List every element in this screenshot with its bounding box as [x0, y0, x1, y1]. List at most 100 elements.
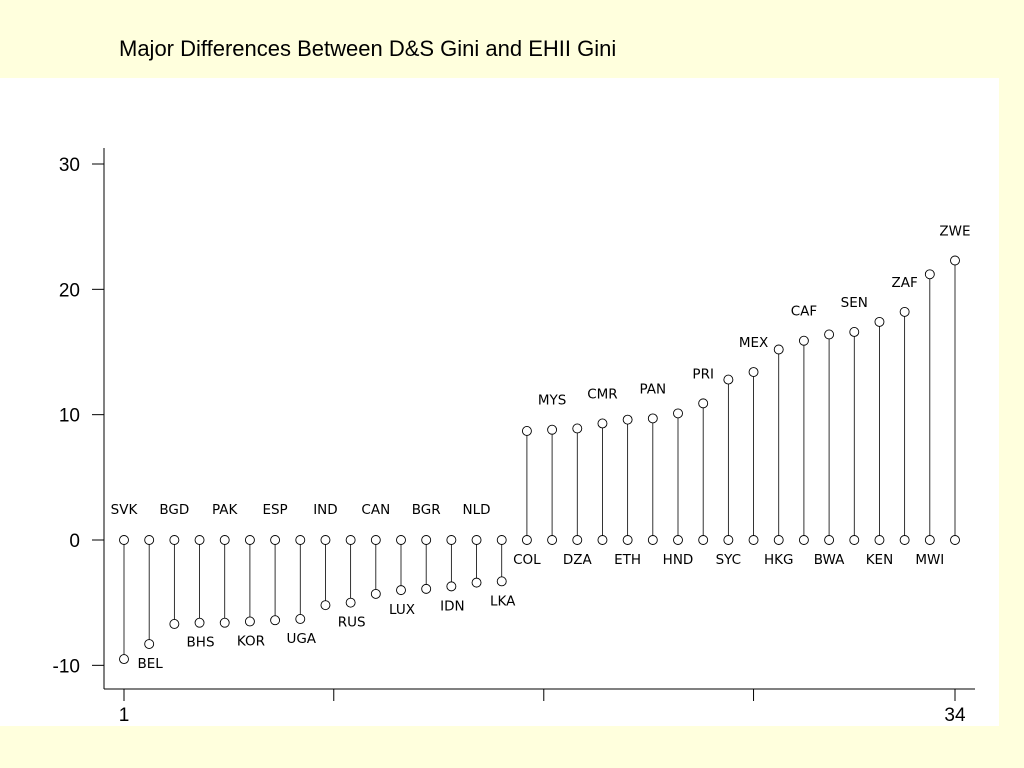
baseline-point — [572, 535, 583, 545]
country-label: MEX — [739, 335, 768, 351]
data-point — [119, 654, 129, 665]
data-point — [446, 581, 457, 592]
baseline-point — [924, 535, 935, 545]
country-label: IDN — [440, 598, 464, 614]
chart-panel: -10 0 10 20 30 1 34 SVK BEL BGD BHS PAK KOR ESP UGA IND… — [0, 78, 999, 726]
data-point — [647, 413, 658, 424]
baseline-point — [421, 535, 432, 545]
data-point — [723, 374, 734, 385]
country-label: HND — [663, 552, 694, 568]
country-label: PAN — [640, 381, 667, 397]
baseline-point — [194, 535, 205, 545]
country-label: ESP — [262, 502, 287, 518]
baseline-point — [597, 535, 608, 545]
baseline-point — [219, 535, 230, 545]
baseline-point — [370, 535, 381, 545]
baseline-point — [320, 535, 331, 545]
baseline-point — [723, 535, 734, 545]
data-point — [824, 329, 835, 340]
data-point — [622, 414, 633, 425]
y-tick-label: 10 — [59, 406, 80, 427]
data-point — [219, 617, 230, 628]
y-tick-label: 30 — [59, 155, 80, 176]
country-label: DZA — [563, 552, 593, 568]
baseline-point — [773, 535, 784, 545]
data-point — [521, 426, 532, 436]
baseline-point — [748, 535, 759, 545]
country-label: NLD — [463, 502, 491, 518]
baseline-point — [622, 535, 633, 545]
dropline-chart: -10 0 10 20 30 1 34 SVK BEL BGD BHS PAK KOR ESP UGA IND… — [53, 148, 975, 726]
data-point — [899, 306, 910, 317]
baseline-point — [144, 535, 155, 545]
data-point — [748, 367, 759, 378]
data-point — [144, 639, 155, 649]
baseline-point — [849, 535, 860, 545]
data-point — [496, 576, 507, 587]
y-tick-label: 0 — [69, 531, 80, 552]
data-point — [547, 424, 558, 435]
data-point — [169, 619, 180, 629]
country-label: UGA — [286, 631, 316, 647]
baseline-point — [471, 535, 482, 545]
country-label: BGR — [412, 502, 441, 518]
data-point — [396, 585, 406, 596]
baseline-point — [521, 535, 532, 545]
data-point — [673, 408, 683, 419]
data-point — [370, 588, 381, 599]
country-label: HKG — [764, 552, 793, 568]
country-label: SEN — [841, 295, 868, 311]
data-point — [698, 398, 709, 409]
data-point — [270, 615, 281, 626]
country-label: ETH — [614, 552, 641, 568]
baseline-point — [244, 535, 255, 545]
data-point — [421, 583, 432, 594]
data-point — [849, 326, 860, 337]
data-point — [471, 577, 482, 588]
baseline-point — [647, 535, 658, 545]
country-label: LUX — [389, 602, 415, 618]
data-point — [798, 335, 809, 346]
country-label: ZWE — [939, 224, 970, 240]
country-label: MYS — [538, 393, 566, 409]
country-label: CAN — [361, 502, 390, 518]
country-label: BEL — [138, 656, 164, 672]
baseline-point — [698, 535, 709, 545]
country-label: KOR — [237, 633, 265, 649]
x-tick-label: 1 — [119, 705, 130, 726]
country-label: ZAF — [892, 275, 918, 291]
x-tick-label: 34 — [944, 705, 966, 726]
baseline-point — [899, 535, 910, 545]
data-point — [773, 344, 784, 355]
y-tick-label: -10 — [53, 656, 80, 677]
country-label: SYC — [716, 552, 742, 568]
baseline-point — [547, 535, 558, 545]
baseline-point — [119, 535, 129, 545]
data-point — [194, 617, 205, 628]
country-label: BGD — [159, 502, 189, 518]
y-tick-label: 20 — [59, 280, 80, 301]
data-point — [874, 316, 885, 327]
baseline-point — [345, 535, 356, 545]
country-label: IND — [313, 502, 337, 518]
country-label: BHS — [187, 635, 215, 651]
chart-title: Major Differences Between D&S Gini and E… — [119, 36, 617, 61]
data-point — [295, 614, 306, 624]
country-label: COL — [513, 552, 541, 568]
country-label: LKA — [490, 593, 516, 609]
country-label: BWA — [814, 552, 845, 568]
baseline-point — [295, 535, 306, 545]
data-point — [345, 597, 356, 608]
country-label: CAF — [791, 304, 817, 320]
baseline-point — [496, 535, 507, 545]
baseline-point — [798, 535, 809, 545]
country-label: SVK — [111, 502, 139, 518]
baseline-point — [950, 535, 960, 545]
country-label: MWI — [915, 552, 944, 568]
data-point — [950, 255, 960, 266]
baseline-point — [396, 535, 406, 545]
baseline-point — [446, 535, 457, 545]
data-point — [244, 616, 255, 627]
country-label: KEN — [866, 552, 893, 568]
data-point — [597, 418, 608, 429]
